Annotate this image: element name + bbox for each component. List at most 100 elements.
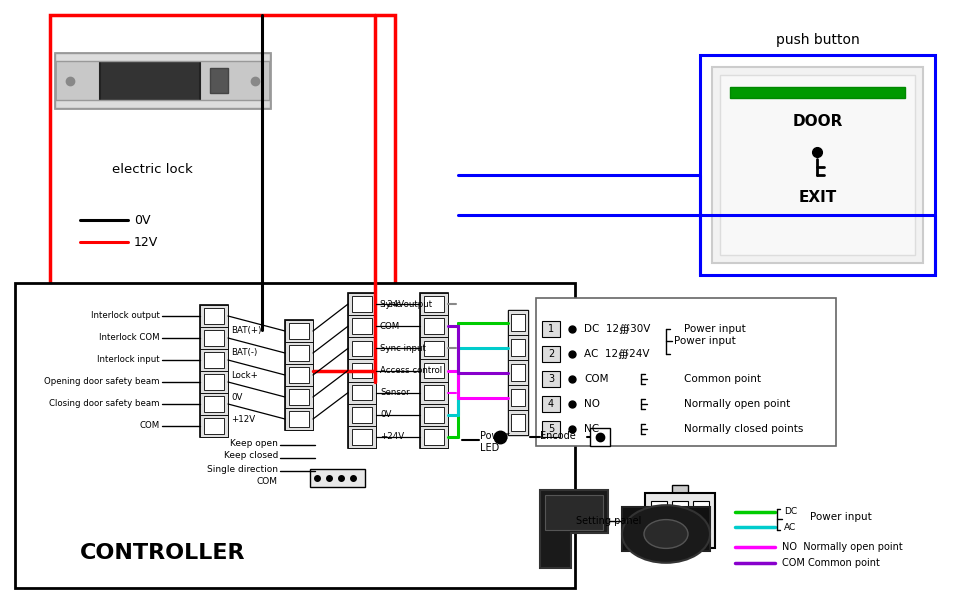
Bar — [508, 335, 527, 360]
Polygon shape — [540, 490, 608, 568]
Text: +24V: +24V — [380, 299, 404, 308]
Bar — [672, 485, 687, 495]
Bar — [423, 429, 444, 445]
Bar — [200, 349, 228, 371]
Bar — [348, 382, 376, 404]
Bar — [420, 293, 448, 315]
Bar — [348, 404, 376, 426]
Bar — [348, 293, 376, 448]
Text: AC  12∰24V: AC 12∰24V — [583, 349, 649, 359]
Text: electric lock: electric lock — [112, 163, 193, 176]
Bar — [200, 327, 228, 349]
Bar — [423, 341, 444, 356]
Text: Closing door safety beam: Closing door safety beam — [49, 400, 160, 409]
Text: Interlock COM: Interlock COM — [99, 334, 160, 343]
Bar — [511, 364, 524, 381]
Text: AC: AC — [783, 523, 796, 532]
Bar — [508, 310, 527, 435]
Bar — [203, 308, 224, 323]
Bar — [203, 330, 224, 346]
Bar — [310, 469, 364, 487]
Text: Interlock output: Interlock output — [91, 311, 160, 320]
Bar — [15, 283, 575, 588]
Bar — [542, 320, 559, 337]
Bar — [352, 341, 372, 356]
Bar — [650, 501, 667, 519]
Bar — [420, 359, 448, 382]
Text: DC: DC — [783, 506, 797, 515]
Bar — [289, 389, 309, 404]
Bar — [692, 523, 708, 541]
Bar — [200, 393, 228, 415]
Text: NC: NC — [583, 424, 599, 434]
Bar — [289, 367, 309, 383]
Bar — [289, 412, 309, 427]
Text: 3: 3 — [547, 374, 553, 384]
Text: 5: 5 — [547, 424, 553, 434]
Ellipse shape — [621, 505, 709, 563]
Text: LED: LED — [480, 443, 499, 453]
Text: 1: 1 — [547, 323, 553, 334]
Bar — [542, 396, 559, 412]
Bar — [511, 414, 524, 431]
Text: Power input: Power input — [683, 323, 745, 334]
Text: Sync input: Sync input — [380, 344, 425, 353]
Bar — [348, 359, 376, 382]
Ellipse shape — [643, 520, 687, 548]
Bar — [423, 319, 444, 334]
Bar — [719, 75, 914, 255]
Bar — [545, 495, 603, 530]
Text: 0V: 0V — [231, 392, 242, 401]
Text: Single direction: Single direction — [206, 464, 278, 473]
Text: 0V: 0V — [134, 214, 150, 226]
Bar — [352, 429, 372, 445]
Bar — [203, 418, 224, 434]
Bar — [420, 337, 448, 359]
Bar — [289, 323, 309, 338]
Bar — [348, 426, 376, 448]
Text: Setting panel: Setting panel — [575, 515, 641, 526]
Bar — [203, 374, 224, 390]
Bar — [285, 320, 313, 342]
Bar — [511, 314, 524, 331]
Bar — [200, 305, 228, 327]
Text: EXIT: EXIT — [797, 190, 835, 205]
Bar — [589, 428, 610, 446]
Text: BAT(-): BAT(-) — [231, 349, 257, 358]
Bar — [55, 100, 269, 108]
Bar — [209, 68, 228, 93]
Text: Power input: Power input — [673, 336, 735, 346]
Bar — [700, 55, 934, 275]
Bar — [692, 501, 708, 519]
Text: DOOR: DOOR — [792, 115, 842, 130]
Bar — [423, 407, 444, 422]
Text: Sync output: Sync output — [380, 299, 431, 308]
Bar — [285, 386, 313, 408]
Bar — [508, 360, 527, 385]
Bar — [200, 371, 228, 393]
Bar — [672, 501, 687, 519]
Text: Normally closed points: Normally closed points — [683, 424, 802, 434]
Bar — [285, 320, 313, 430]
Bar — [621, 508, 709, 551]
Bar — [420, 404, 448, 426]
Text: Normally open point: Normally open point — [683, 399, 790, 409]
Text: +24V: +24V — [380, 433, 404, 442]
Bar — [542, 371, 559, 387]
Text: CONTROLLER: CONTROLLER — [79, 543, 245, 563]
Bar — [289, 346, 309, 361]
Text: Keep closed: Keep closed — [224, 451, 278, 461]
Bar — [542, 421, 559, 437]
Text: Sensor: Sensor — [380, 388, 409, 397]
Text: COM: COM — [140, 421, 160, 431]
Bar — [352, 296, 372, 312]
Text: Keep open: Keep open — [230, 439, 278, 448]
Text: Common point: Common point — [683, 374, 761, 384]
Bar — [423, 363, 444, 378]
Bar — [711, 67, 922, 263]
Text: Power: Power — [480, 431, 509, 441]
Text: BAT(+): BAT(+) — [231, 326, 261, 335]
Bar — [511, 389, 524, 406]
Bar — [200, 305, 228, 437]
Text: Opening door safety beam: Opening door safety beam — [45, 377, 160, 386]
